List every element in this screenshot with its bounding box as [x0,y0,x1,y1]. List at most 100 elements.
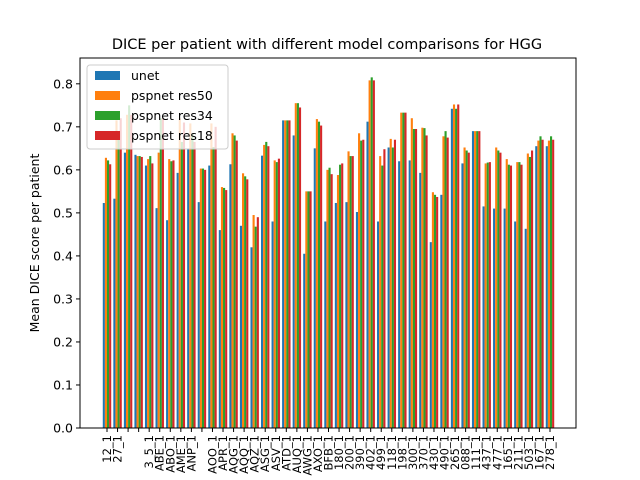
bar-pspnet-res34-20 [317,121,321,429]
bar-pspnet-res18-19 [309,191,312,428]
x-tick-label: ATD_1 [279,435,293,471]
bar-pspnet-res18-37 [499,152,502,428]
bar-pspnet-res18-11 [225,190,228,428]
y-tick-label: 0.3 [53,291,73,306]
bar-pspnet-res18-22 [341,163,344,428]
bar-pspnet-res50-42 [547,140,550,428]
bar-pspnet-res18-33 [457,104,460,428]
bar-pspnet-res34-17 [286,120,289,428]
bar-pspnet-res50-0 [104,157,107,428]
x-tick-label: AQG_1 [227,435,241,474]
bar-pspnet-res18-27 [393,139,397,429]
bar-pspnet-res34-8 [191,134,194,428]
x-tick-label: 402_1 [364,435,378,470]
bar-pspnet-res18-7 [182,122,186,428]
bar-pspnet-res34-2 [128,105,131,428]
bar-pspnet-res50-41 [537,140,540,428]
bar-unet-36 [482,206,485,428]
bar-pspnet-res34-31 [433,194,437,428]
bar-pspnet-res50-37 [495,147,498,429]
bar-pspnet-res34-38 [507,164,510,428]
bar-pspnet-res18-26 [383,149,386,428]
x-tick-label: ABE_1 [153,435,167,471]
x-tick-label: ABO_1 [163,435,177,473]
bar-pspnet-res50-25 [368,80,371,429]
x-tick-label: 111_1 [469,435,483,470]
bar-unet-41 [535,146,538,428]
bar-pspnet-res34-18 [296,103,299,429]
x-tick-label: AUQ_1 [290,435,304,473]
bar-unet-7 [176,172,179,428]
y-tick-label: 0.0 [53,421,73,436]
bar-pspnet-res18-23 [351,156,354,428]
bar-unet-29 [408,160,411,428]
x-tick-label: 211_1 [511,435,525,470]
bar-pspnet-res50-15 [263,144,266,428]
bar-pspnet-res34-39 [518,162,521,428]
bar-pspnet-res18-21 [330,174,333,428]
bar-pspnet-res18-41 [541,139,544,429]
y-tick-label: 0.7 [53,119,73,134]
bar-pspnet-res18-16 [277,158,280,429]
bar-unet-14 [250,247,253,428]
bar-pspnet-res18-34 [467,152,470,428]
x-tick-label: 27_1 [111,435,125,463]
x-tick-label: AQQ_1 [237,435,251,474]
bar-pspnet-res34-14 [254,226,257,428]
bar-unet-42 [545,146,548,428]
bar-pspnet-res34-32 [444,131,447,428]
x-tick-label: ANP_1 [184,435,198,471]
x-tick-label: AWG_1 [300,435,314,476]
bar-pspnet-res50-18 [294,103,297,429]
bar-pspnet-res18-24 [362,139,365,429]
bar-pspnet-res50-30 [421,127,424,428]
bar-pspnet-res50-5 [157,152,160,428]
bar-unet-2 [123,152,126,428]
x-tick-label: 200_1 [343,435,357,470]
bar-pspnet-res50-34 [463,147,466,429]
x-tick-label: 198_1 [395,435,409,470]
bar-pspnet-res50-3 [136,156,139,428]
bar-pspnet-res18-28 [404,112,407,428]
bar-pspnet-res34-30 [423,128,426,428]
bar-pspnet-res18-25 [372,80,375,429]
bar-pspnet-res18-30 [425,135,428,428]
bar-unet-24 [355,212,359,428]
bar-pspnet-res34-33 [455,108,458,429]
bar-pspnet-res50-12 [231,133,234,429]
bar-unet-26 [377,221,380,428]
x-tick-label: 12_1 [100,435,114,463]
chart-title: DICE per patient with different model co… [112,37,542,53]
bar-pspnet-res18-15 [267,146,270,428]
bar-pspnet-res50-11 [220,187,224,428]
bar-pspnet-res34-35 [476,131,479,428]
bar-unet-23 [345,202,348,428]
bar-pspnet-res50-23 [347,151,350,429]
bar-unet-13 [239,225,243,428]
legend-swatch [95,131,120,140]
bar-pspnet-res18-17 [288,120,291,428]
bar-pspnet-res50-36 [484,163,487,428]
bar-pspnet-res18-18 [298,107,302,428]
bar-pspnet-res50-13 [242,173,245,428]
bar-pspnet-res34-10 [212,147,215,428]
x-tick-label: 390_1 [353,435,367,470]
x-tick-label: 165_1 [501,435,515,470]
y-tick-label: 0.5 [53,205,73,220]
legend-entry-label: pspnet res18 [131,128,213,143]
x-tick-label: APR_1 [216,435,230,471]
bar-pspnet-res18-20 [320,125,323,429]
legend-entry-label: unet [131,68,160,83]
bar-unet-4 [144,165,148,428]
bar-pspnet-res34-24 [360,140,363,428]
bar-unet-40 [524,228,527,428]
bar-pspnet-res34-3 [138,156,141,428]
x-tick-label: 499_1 [374,435,388,470]
bar-pspnet-res34-40 [528,156,532,428]
bar-pspnet-res50-32 [442,136,445,429]
x-tick-label: ASV_1 [269,435,283,471]
bar-unet-28 [398,161,401,428]
bar-pspnet-res50-14 [252,215,255,428]
bar-pspnet-res34-15 [265,141,268,428]
